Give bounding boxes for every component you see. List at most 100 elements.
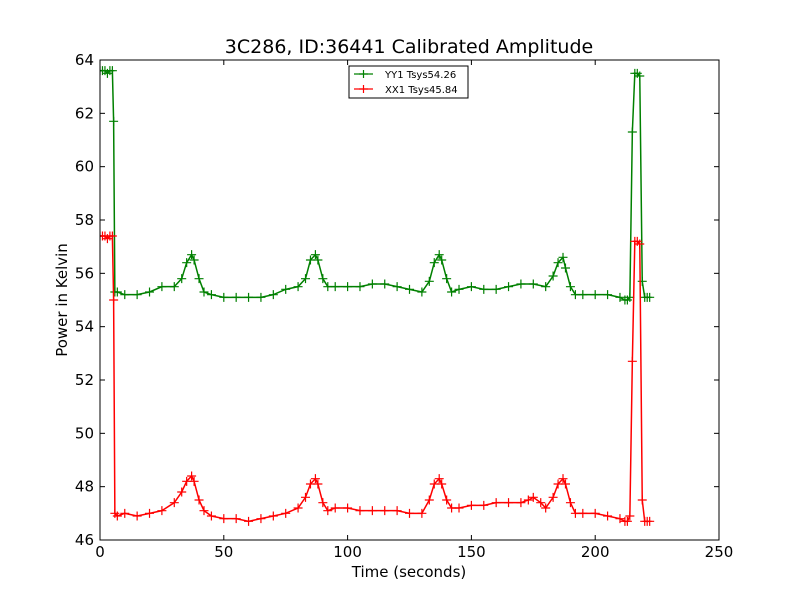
data-point: [536, 498, 546, 508]
data-point: [523, 495, 533, 505]
data-point: [565, 282, 575, 292]
data-point: [107, 66, 117, 76]
data-point: [244, 516, 254, 526]
data-point: [132, 511, 142, 521]
data-point: [627, 356, 637, 366]
data-point: [625, 511, 635, 521]
data-point: [107, 231, 117, 241]
data-point: [313, 479, 323, 489]
plot-area: 0 50 100 150 200 250 46 48 50 52 54 56 58 60 62 64: [75, 51, 733, 561]
data-point: [293, 503, 303, 513]
data-point: [145, 508, 155, 518]
legend-box: [348, 65, 469, 99]
data-point: [466, 282, 476, 292]
data-point: [541, 503, 551, 513]
data-point: [622, 516, 632, 526]
legend-marker: [359, 70, 368, 78]
y-tick-label: 58: [75, 211, 94, 229]
data-point: [491, 498, 501, 508]
data-point: [318, 274, 328, 284]
data-point: [635, 239, 645, 249]
data-point: [442, 495, 452, 505]
data-point: [112, 287, 122, 297]
data-point: [578, 290, 588, 300]
data-point: [256, 292, 266, 302]
data-point: [145, 287, 155, 297]
y-tick-label: 52: [75, 371, 94, 389]
legend-label: YY1 Tsys54.26: [384, 70, 456, 81]
y-tick-label: 62: [75, 104, 94, 122]
y-tick-label: 60: [75, 158, 94, 176]
data-point: [189, 255, 199, 265]
x-tick-label: 150: [457, 543, 486, 561]
data-point: [454, 503, 464, 513]
data-point: [479, 284, 489, 294]
data-point: [434, 474, 444, 484]
data-point: [516, 498, 526, 508]
x-tick-label: 50: [214, 543, 233, 561]
x-tick-label: 200: [581, 543, 610, 561]
data-point: [355, 506, 365, 516]
data-point: [367, 279, 377, 289]
data-point: [615, 514, 625, 524]
data-point: [437, 255, 447, 265]
data-point: [256, 514, 266, 524]
data-point: [199, 287, 209, 297]
data-point: [405, 508, 414, 518]
y-tick-label: 48: [75, 478, 94, 496]
data-point: [112, 511, 122, 521]
legend: YY1 Tsys54.26 XX1 Tsys45.84: [348, 65, 469, 99]
data-point: [132, 290, 142, 300]
data-point: [169, 498, 179, 508]
data-point: [301, 274, 311, 284]
data-point: [479, 500, 489, 510]
data-point: [120, 290, 130, 300]
data-point: [560, 263, 570, 273]
data-point: [429, 258, 439, 268]
x-tick-label: 100: [333, 543, 362, 561]
data-point: [627, 127, 637, 137]
data-point: [301, 492, 311, 502]
data-point: [281, 508, 291, 518]
data-point: [177, 487, 187, 497]
data-point: [392, 506, 402, 516]
data-point: [558, 252, 568, 262]
data-point: [565, 498, 575, 508]
data-point: [625, 292, 635, 302]
data-point: [219, 514, 229, 524]
data-point: [187, 471, 197, 481]
data-point: [541, 282, 551, 292]
data-point: [120, 508, 130, 518]
data-point: [424, 276, 434, 286]
y-tick-label: 54: [75, 318, 94, 336]
data-point: [553, 258, 563, 268]
data-point: [194, 274, 204, 284]
data-point: [635, 71, 645, 81]
data-point: [318, 498, 328, 508]
series-group: [100, 66, 655, 305]
series-group: [100, 231, 655, 526]
series-line: [100, 69, 650, 301]
data-point: [343, 282, 353, 292]
legend-marker: [359, 85, 368, 93]
data-point: [355, 282, 365, 292]
data-point: [323, 506, 333, 516]
y-axis-label: Power in Kelvin: [53, 243, 71, 357]
data-point: [491, 284, 501, 294]
data-point: [637, 495, 647, 505]
x-tick-label: 0: [95, 543, 105, 561]
legend-label: XX1 Tsys45.84: [385, 85, 458, 96]
data-point: [231, 514, 241, 524]
data-point: [177, 274, 187, 284]
data-point: [516, 279, 526, 289]
data-point: [219, 292, 229, 302]
y-tick-label: 46: [75, 531, 94, 549]
data-point: [313, 255, 323, 265]
data-point: [424, 495, 434, 505]
y-tick-label: 64: [75, 51, 94, 69]
data-point: [330, 282, 340, 292]
data-point: [268, 290, 278, 300]
data-point: [528, 279, 538, 289]
data-point: [447, 287, 457, 297]
